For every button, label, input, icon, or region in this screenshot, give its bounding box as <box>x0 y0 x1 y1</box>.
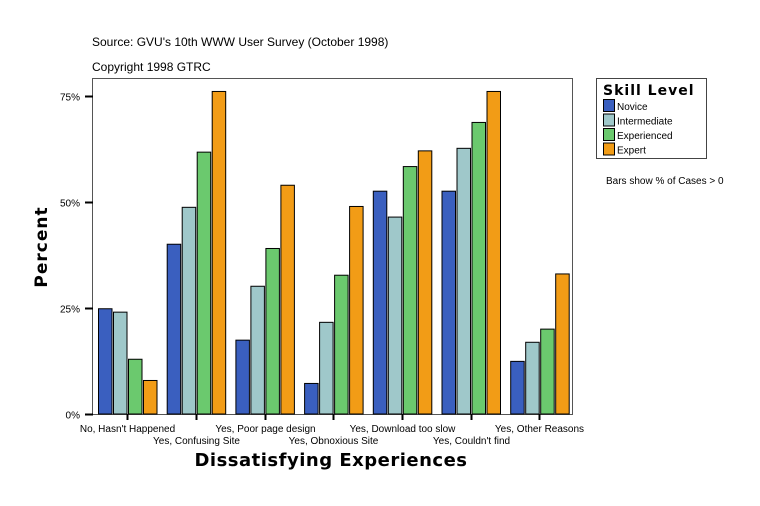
bar-intermediate-5 <box>456 147 471 415</box>
legend-label: Experienced <box>617 131 673 142</box>
bar-expert-5 <box>486 90 501 415</box>
y-tick-label: 50% <box>60 199 80 210</box>
legend-title: Skill Level <box>603 83 695 99</box>
bar-novice-6 <box>510 360 525 415</box>
bar-intermediate-1 <box>181 206 197 415</box>
bar-expert-6 <box>555 273 570 415</box>
bar-expert-4 <box>417 150 433 415</box>
source-text: Source: GVU's 10th WWW User Survey (Octo… <box>92 35 388 49</box>
bar-novice-0 <box>98 308 113 415</box>
x-tick-label: Yes, Poor page design <box>215 424 315 435</box>
y-tick-label: 75% <box>60 93 80 104</box>
bar-intermediate-4 <box>387 216 403 415</box>
legend-label: Intermediate <box>617 117 673 128</box>
copyright-text: Copyright 1998 GTRC <box>92 60 211 74</box>
y-axis: 0% 25% 50% 75% <box>60 93 93 422</box>
y-tick-label: 0% <box>66 411 81 422</box>
legend-swatch-novice <box>603 99 615 112</box>
legend-swatch-experienced <box>603 128 615 141</box>
x-tick-label: Yes, Couldn't find <box>433 436 510 447</box>
bar-experienced-5 <box>471 121 486 415</box>
bar-intermediate-6 <box>525 341 540 415</box>
bar-experienced-0 <box>128 358 143 415</box>
x-axis-title: Dissatisfying Experiences <box>194 450 467 471</box>
bar-experienced-2 <box>265 247 280 415</box>
bar-intermediate-2 <box>250 285 265 415</box>
bar-expert-2 <box>280 184 295 415</box>
bar-intermediate-3 <box>319 321 334 415</box>
legend-label: Expert <box>617 146 646 157</box>
bar-novice-2 <box>235 339 250 415</box>
bars <box>98 90 570 415</box>
y-axis-title: Percent <box>32 206 52 287</box>
bar-expert-3 <box>349 205 364 415</box>
y-tick-label: 25% <box>60 305 80 316</box>
x-tick-label: Yes, Confusing Site <box>153 436 240 447</box>
bar-experienced-6 <box>540 328 555 415</box>
bar-novice-4 <box>372 190 388 415</box>
bar-experienced-1 <box>196 151 212 415</box>
bar-intermediate-0 <box>113 311 128 415</box>
note-text: Bars show % of Cases > 0 <box>606 176 724 187</box>
x-tick-label: Yes, Obnoxious Site <box>289 436 379 447</box>
bar-novice-1 <box>166 243 182 415</box>
x-tick-label: No, Hasn't Happened <box>80 424 175 435</box>
bar-experienced-4 <box>402 166 418 415</box>
bar-expert-1 <box>211 90 227 415</box>
legend-label: Novice <box>617 102 648 113</box>
legend: Skill Level Novice Intermediate Experience… <box>596 78 707 159</box>
bar-experienced-3 <box>334 274 349 415</box>
x-tick-label: Yes, Download too slow <box>350 424 457 435</box>
legend-swatch-intermediate <box>603 113 615 127</box>
bar-novice-3 <box>304 382 319 415</box>
x-tick-label: Yes, Other Reasons <box>495 424 584 435</box>
bar-expert-0 <box>143 379 158 415</box>
bar-novice-5 <box>441 190 456 415</box>
legend-swatch-expert <box>603 142 615 156</box>
